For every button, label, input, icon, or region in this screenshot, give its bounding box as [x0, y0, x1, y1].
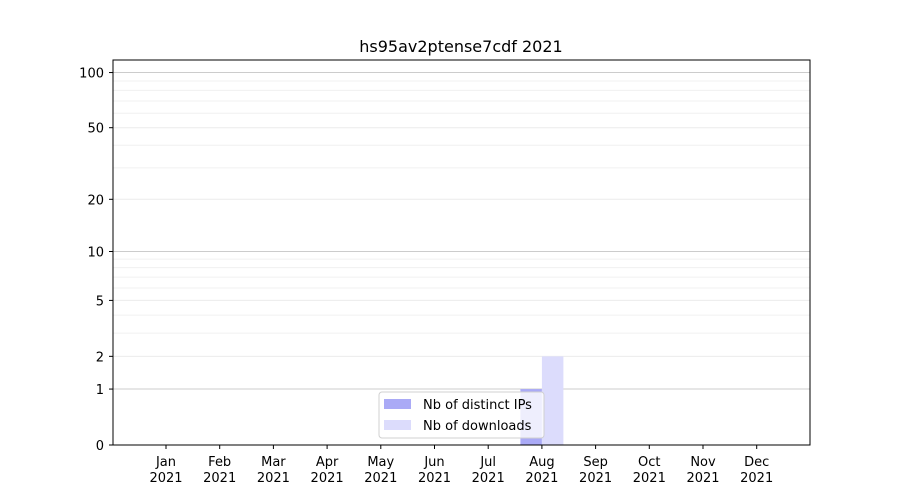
x-tick-label-year: 2021 [149, 471, 182, 486]
y-tick-label: 5 [96, 294, 104, 309]
x-tick-label-year: 2021 [579, 471, 612, 486]
x-tick-label-month: Jul [479, 455, 496, 470]
x-tick-label-month: Oct [638, 455, 660, 470]
y-tick-label: 10 [87, 245, 104, 260]
x-tick-label-year: 2021 [525, 471, 558, 486]
x-tick-label-month: Mar [261, 455, 286, 470]
x-tick-label-year: 2021 [203, 471, 236, 486]
y-tick-label: 1 [96, 383, 104, 398]
x-tick-label-month: May [367, 455, 394, 470]
x-tick-label-year: 2021 [633, 471, 666, 486]
x-tick-label-month: Apr [316, 455, 339, 470]
x-tick-label-year: 2021 [311, 471, 344, 486]
x-tick-label-month: Feb [208, 455, 231, 470]
x-tick-label-month: Aug [529, 455, 554, 470]
y-tick-label: 50 [87, 122, 104, 137]
y-tick-label: 100 [79, 67, 104, 82]
legend-box [378, 391, 545, 439]
x-tick-label-month: Nov [690, 455, 716, 470]
legend: Nb of distinct IPs Nb of downloads [378, 391, 545, 439]
legend-label-downloads: Nb of downloads [423, 419, 532, 434]
legend-swatch-ips [384, 399, 411, 409]
legend-label-ips: Nb of distinct IPs [423, 398, 532, 413]
x-tick-label-year: 2021 [364, 471, 397, 486]
x-axis: Jan2021Feb2021Mar2021Apr2021May2021Jun20… [149, 445, 773, 486]
y-tick-label: 0 [96, 439, 104, 454]
x-tick-label-year: 2021 [257, 471, 290, 486]
x-tick-label-year: 2021 [686, 471, 719, 486]
x-tick-label-month: Sep [583, 455, 608, 470]
bar-downloads [541, 356, 564, 445]
y-tick-label: 20 [87, 193, 104, 208]
x-tick-label-month: Dec [744, 455, 769, 470]
x-tick-label-year: 2021 [740, 471, 773, 486]
x-tick-label-year: 2021 [472, 471, 505, 486]
x-tick-label-year: 2021 [418, 471, 451, 486]
x-tick-label-month: Jan [155, 455, 176, 470]
y-tick-label: 2 [96, 350, 104, 365]
x-tick-label-month: Jun [423, 455, 444, 470]
y-axis: 0 1 2 5 10 20 50 100 [79, 67, 113, 454]
legend-swatch-downloads [384, 420, 411, 430]
grid [113, 72, 810, 446]
chart-title: hs95av2ptense7cdf 2021 [359, 37, 562, 56]
axes-frame [112, 59, 811, 446]
